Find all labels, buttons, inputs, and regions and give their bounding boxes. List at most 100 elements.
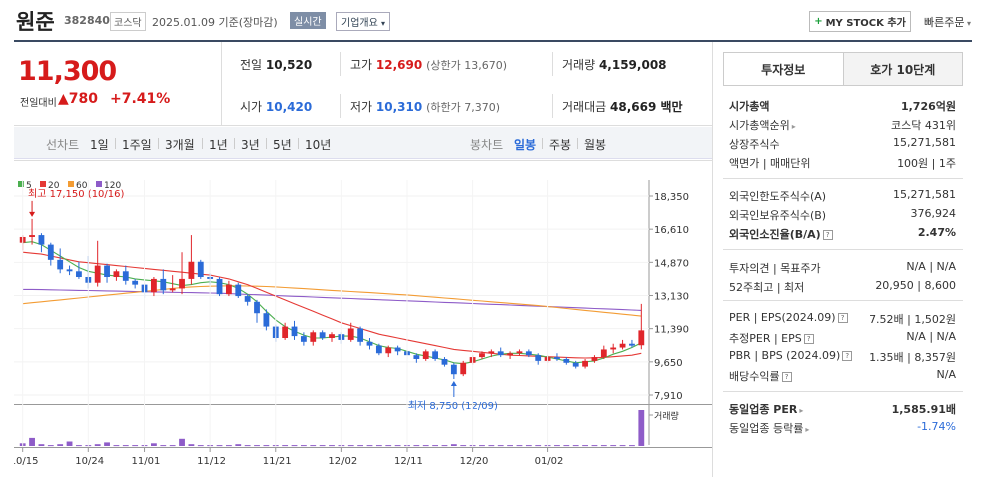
- volume-bar: [244, 445, 251, 447]
- x-tick-label: 12/20: [460, 456, 489, 467]
- volume-bar: [179, 438, 185, 446]
- realtime-badge[interactable]: 실시간: [290, 12, 326, 29]
- volume-bar: [310, 445, 317, 447]
- y-tick-label: 9,650: [654, 358, 683, 369]
- y-tick-label: 16,610: [654, 225, 689, 236]
- chevron-right-icon: ▸: [799, 406, 804, 415]
- chevron-down-icon: ▾: [381, 19, 386, 28]
- volume-bar: [76, 445, 82, 447]
- per-value: 7.52배 | 1,502원: [869, 313, 956, 326]
- shares-value: 15,271,581: [893, 136, 956, 149]
- divider: [340, 52, 341, 76]
- period-3y[interactable]: 3년: [241, 138, 260, 152]
- volume-bar: [197, 445, 204, 447]
- volume-bar: [319, 445, 326, 447]
- stock-code: 382840: [64, 14, 110, 27]
- volume-bar: [329, 445, 335, 447]
- company-info-button[interactable]: 기업개요 ▾: [336, 12, 391, 31]
- legend-label-120: 120: [104, 181, 121, 191]
- candle-body: [525, 351, 532, 356]
- help-icon[interactable]: ?: [822, 230, 833, 240]
- volume-bar: [619, 445, 626, 447]
- volume-bar: [525, 445, 532, 447]
- period-10y[interactable]: 10년: [305, 138, 332, 152]
- tab-order-book[interactable]: 호가 10단계: [843, 53, 962, 85]
- candle-body: [244, 296, 251, 302]
- volume-bar: [554, 445, 560, 447]
- candle-body: [394, 347, 401, 352]
- candle-daily[interactable]: 일봉: [514, 138, 537, 152]
- y-tick-label: 18,350: [654, 192, 689, 203]
- cap-rank-label[interactable]: 시가총액순위 ▸: [729, 119, 796, 132]
- industry-rate-value: -1.74%: [917, 420, 956, 433]
- volume-bar: [291, 445, 298, 447]
- candle-body: [563, 358, 570, 363]
- candle-body: [441, 358, 448, 365]
- period-1d[interactable]: 1일: [90, 138, 109, 152]
- help-icon[interactable]: ?: [837, 313, 848, 323]
- candle-body: [151, 278, 157, 293]
- industry-per-label[interactable]: 동일업종 PER ▸: [729, 403, 804, 416]
- company-info-label: 기업개요: [341, 18, 378, 29]
- tab-invest-info[interactable]: 투자정보: [724, 53, 844, 85]
- period-3m[interactable]: 3개월: [165, 138, 195, 152]
- change-percent: +7.41%: [110, 91, 171, 107]
- volume-bar: [188, 444, 195, 446]
- divider: [202, 138, 203, 149]
- candle-weekly[interactable]: 주봉: [549, 138, 572, 152]
- low-price: 저가 10,310 (하한가 7,370): [350, 100, 500, 114]
- candle-body: [38, 235, 45, 245]
- volume-bar: [235, 444, 242, 446]
- help-icon[interactable]: ?: [781, 372, 792, 382]
- industry-rate-label[interactable]: 동일업종 등락률 ▸: [729, 422, 810, 435]
- volume-bar: [638, 410, 645, 446]
- candle-body: [479, 353, 485, 358]
- candle-body: [47, 244, 54, 260]
- volume-bar: [422, 445, 429, 447]
- volume-bar: [563, 445, 570, 447]
- candle-body: [507, 353, 513, 356]
- candle-monthly[interactable]: 월봉: [584, 138, 607, 152]
- volume-bar: [94, 444, 101, 446]
- candle-body: [179, 278, 185, 289]
- candle-body: [629, 343, 635, 346]
- candle-body: [319, 332, 326, 339]
- period-1y[interactable]: 1년: [209, 138, 228, 152]
- plus-icon: +: [814, 16, 823, 27]
- par-label: 액면가 | 매매단위: [729, 157, 811, 170]
- market-cap-value: 1,726억원: [900, 100, 956, 113]
- candle-body: [572, 362, 579, 367]
- candle-body: [600, 349, 607, 358]
- help-icon[interactable]: ?: [803, 334, 814, 344]
- volume-bar: [497, 445, 504, 447]
- foreign-limit-value: 15,271,581: [893, 188, 956, 201]
- help-icon[interactable]: ?: [842, 351, 853, 361]
- mystock-add-button[interactable]: + MY STOCK 추가: [809, 11, 911, 32]
- chevron-right-icon: ▸: [805, 425, 810, 434]
- period-1w[interactable]: 1주일: [122, 138, 152, 152]
- quick-order-label: 빠른주문: [924, 16, 965, 29]
- candle-body: [497, 351, 504, 356]
- x-tick-label: 01/02: [535, 456, 564, 467]
- volume-bar: [394, 445, 401, 447]
- divider: [158, 138, 159, 149]
- legend-swatch-5: [18, 181, 24, 187]
- candlestick-chart[interactable]: 5 20 60 120 18,350 16,610 14,870 13,130 11,390 9,…: [14, 160, 712, 477]
- candle-body: [582, 360, 588, 367]
- par-value: 100원 | 1주: [897, 157, 956, 170]
- candle-body: [413, 355, 420, 359]
- divider: [340, 94, 341, 118]
- quick-order-button[interactable]: 빠른주문 ▾: [924, 14, 971, 30]
- candle-body: [197, 261, 204, 278]
- candle-body: [132, 280, 139, 285]
- moving-average-ma5: [22, 241, 642, 365]
- candle-body: [554, 357, 560, 359]
- period-5y[interactable]: 5년: [273, 138, 292, 152]
- candle-body: [254, 301, 260, 314]
- volume-bar: [385, 445, 392, 447]
- foreign-limit-label: 외국인한도주식수(A): [729, 190, 827, 203]
- current-price: 11,300: [18, 56, 117, 87]
- legend-label-5: 5: [26, 181, 32, 191]
- candle-body: [310, 332, 317, 342]
- y-tick-label: 7,910: [654, 391, 683, 402]
